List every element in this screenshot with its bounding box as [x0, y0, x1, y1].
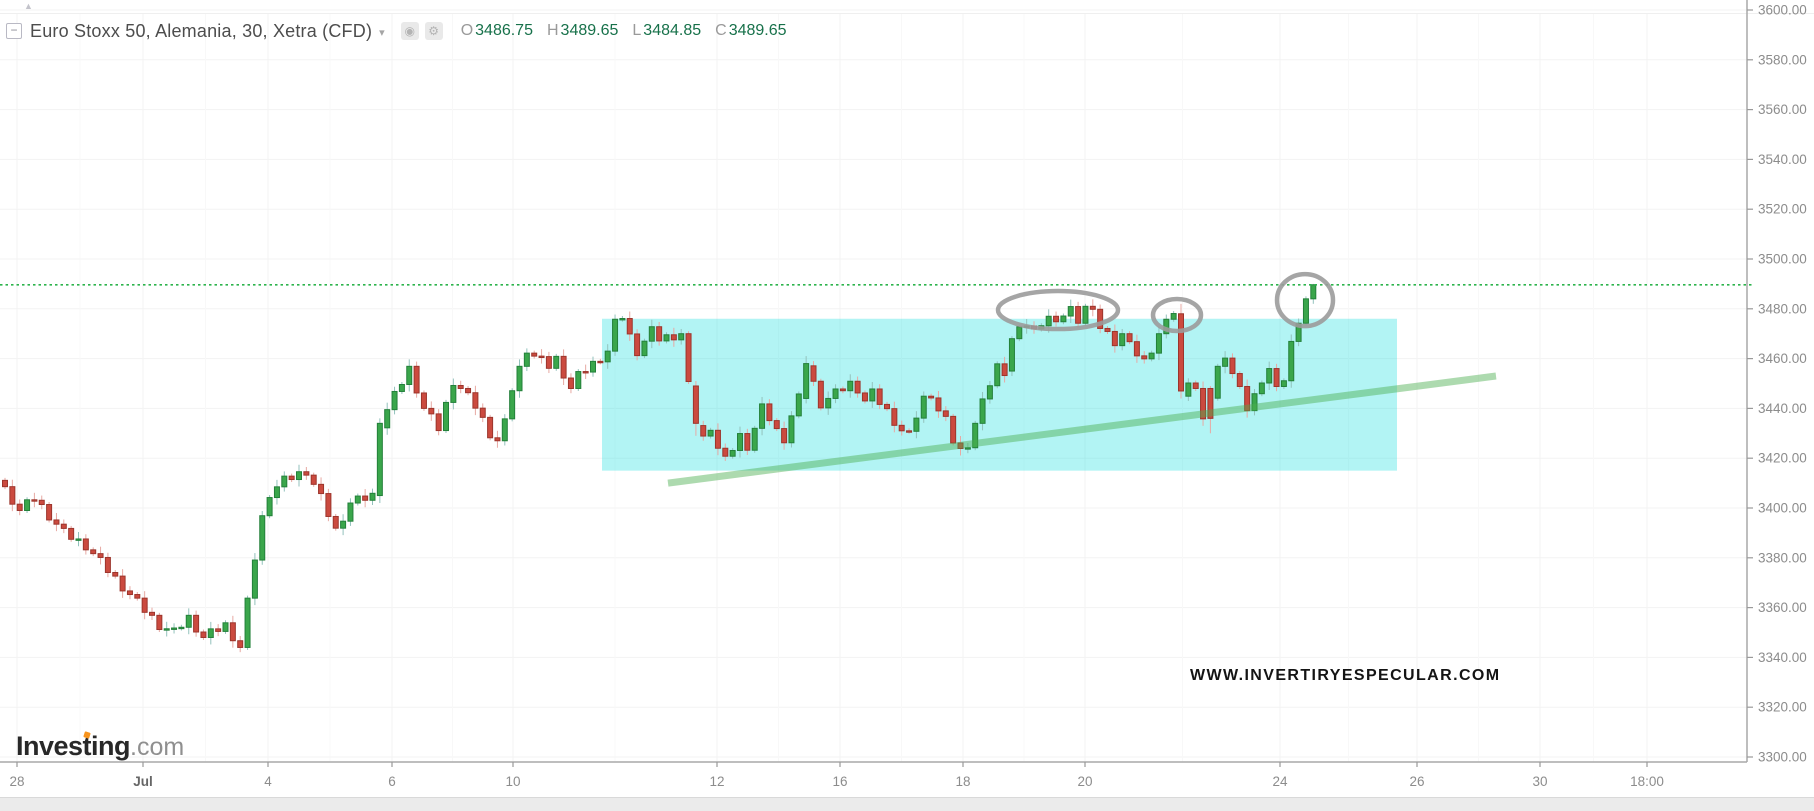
price-axis-label: 3520.00 — [1758, 202, 1807, 217]
chevron-down-icon[interactable]: ▾ — [379, 27, 385, 39]
price-axis-label: 3320.00 — [1758, 700, 1807, 715]
chart-legend: − Euro Stoxx 50, Alemania, 30, Xetra (CF… — [6, 17, 787, 45]
investing-logo: Investing.com — [16, 731, 184, 762]
time-axis-label: 4 — [264, 774, 272, 789]
logo-suffix: .com — [130, 733, 185, 761]
price-axis-label: 3440.00 — [1758, 401, 1807, 416]
price-axis-label: 3360.00 — [1758, 600, 1807, 615]
watermark: WWW.INVERTIRYESPECULAR.COM — [1190, 667, 1501, 684]
time-axis-label: 30 — [1532, 774, 1547, 789]
time-axis-label: 24 — [1272, 774, 1288, 789]
close-value: 3489.65 — [728, 22, 787, 39]
price-axis-label: 3560.00 — [1758, 102, 1807, 117]
price-axis-label: 3460.00 — [1758, 351, 1807, 366]
time-axis-label: 16 — [832, 774, 847, 789]
consolidation-box — [602, 318, 1397, 471]
time-axis-label: 10 — [505, 774, 520, 789]
trend-line[interactable] — [667, 372, 1497, 487]
time-axis-label: 6 — [388, 774, 396, 789]
bottom-scroll-strip[interactable] — [0, 797, 1814, 811]
ohlc-readout: O 3486.75 H 3489.65 L 3484.85 C 3489.65 — [461, 22, 787, 40]
time-axis[interactable]: 28 Jul 4 6 10 12 16 18 20 24 26 30 18:00 — [0, 761, 1747, 789]
annotation-ellipse[interactable] — [1150, 296, 1204, 334]
visibility-toggle-icon[interactable]: ◉ — [400, 22, 419, 40]
price-axis-label: 3580.00 — [1758, 52, 1807, 67]
symbol-title: Euro Stoxx 50, Alemania, 30, Xetra (CFD) — [30, 20, 373, 41]
time-axis-label: 12 — [709, 774, 724, 789]
candlesticks — [2, 283, 1317, 653]
low-label: L — [632, 22, 642, 39]
price-axis-label: 3400.00 — [1758, 501, 1807, 516]
open-value: 3486.75 — [475, 22, 533, 39]
time-axis-label: 20 — [1077, 774, 1092, 789]
price-axis-label: 3480.00 — [1758, 301, 1807, 316]
annotation-ellipse[interactable] — [1274, 271, 1336, 329]
collapse-up-icon[interactable]: ▲ — [24, 1, 33, 11]
time-axis-label: 18:00 — [1630, 774, 1664, 789]
price-axis-label: 3600.00 — [1758, 3, 1807, 18]
price-axis-label: 3380.00 — [1758, 550, 1807, 565]
close-label: C — [715, 22, 727, 39]
open-label: O — [460, 22, 474, 39]
price-axis[interactable]: 3600.00 3580.00 3560.00 3540.00 3520.00 3500.… — [1746, 0, 1807, 765]
time-axis-label: 18 — [955, 774, 970, 789]
price-axis-label: 3540.00 — [1758, 152, 1807, 167]
low-value: 3484.85 — [643, 22, 702, 39]
collapse-series-button[interactable]: − — [6, 23, 22, 39]
price-axis-label: 3500.00 — [1758, 252, 1807, 267]
time-axis-label: 28 — [9, 774, 24, 789]
annotation-ellipse[interactable] — [995, 288, 1121, 332]
price-axis-label: 3420.00 — [1758, 451, 1807, 466]
price-axis-label: 3340.00 — [1758, 650, 1807, 665]
high-value: 3489.65 — [560, 22, 619, 39]
time-axis-label: Jul — [133, 774, 153, 789]
series-settings-icon[interactable]: ⚙ — [424, 22, 443, 40]
time-axis-label: 26 — [1409, 774, 1424, 789]
high-label: H — [546, 22, 559, 39]
gridlines — [0, 9, 1747, 762]
logo-text: Investing — [16, 731, 131, 761]
price-axis-label: 3300.00 — [1758, 750, 1807, 765]
